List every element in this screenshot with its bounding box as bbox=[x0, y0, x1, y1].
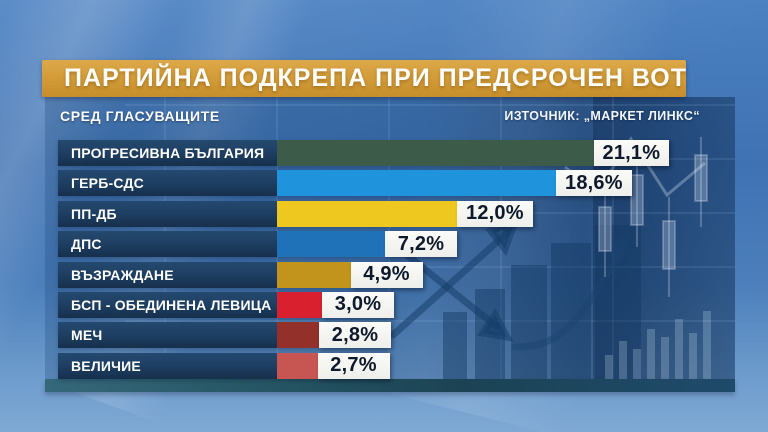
chart-row: ДПС 7,2% bbox=[58, 231, 669, 258]
party-label: ПП-ДБ bbox=[58, 200, 277, 227]
party-bar bbox=[277, 200, 457, 227]
party-value-box: 18,6% bbox=[556, 170, 632, 197]
party-bar bbox=[277, 231, 385, 258]
party-label: ГЕРБ-СДС bbox=[58, 170, 277, 197]
party-label: ВЪЗРАЖДАНЕ bbox=[58, 261, 277, 288]
chart-row: ГЕРБ-СДС 18,6% bbox=[58, 170, 669, 197]
chart-row: МЕЧ 2,8% bbox=[58, 322, 669, 349]
chart-row: ПП-ДБ 12,0% bbox=[58, 200, 669, 227]
party-bar bbox=[277, 170, 556, 197]
bar-rows: ПРОГРЕСИВНА БЪЛГАРИЯ 21,1% ГЕРБ-СДС 18,6… bbox=[58, 140, 670, 379]
party-value-box: 21,1% bbox=[593, 140, 670, 166]
page-title: ПАРТИЙНА ПОДКРЕПА ПРИ ПРЕДСРОЧЕН ВОТ bbox=[64, 64, 688, 92]
source-credit: ИЗТОЧНИК: „МАРКЕТ ЛИНКС“ bbox=[504, 109, 700, 123]
subtitle-row: СРЕД ГЛАСУВАЩИТЕ ИЗТОЧНИК: „МАРКЕТ ЛИНКС… bbox=[60, 106, 700, 126]
party-label: БСП - ОБЕДИНЕНА ЛЕВИЦА bbox=[58, 291, 277, 318]
chart-subtitle: СРЕД ГЛАСУВАЩИТЕ bbox=[60, 108, 220, 124]
party-value-box: 7,2% bbox=[385, 231, 457, 258]
party-label: МЕЧ bbox=[58, 322, 277, 349]
party-bar bbox=[277, 140, 594, 166]
panel-bottom-strip bbox=[45, 379, 735, 392]
chart-row: БСП - ОБЕДИНЕНА ЛЕВИЦА 3,0% bbox=[58, 291, 669, 318]
party-bar bbox=[277, 261, 351, 288]
party-label: ПРОГРЕСИВНА БЪЛГАРИЯ bbox=[58, 140, 277, 166]
party-label: ВЕЛИЧИЕ bbox=[58, 352, 277, 379]
chart-row: ВЕЛИЧИЕ 2,7% bbox=[58, 352, 669, 379]
party-value-box: 2,8% bbox=[319, 322, 391, 349]
chart-row: ПРОГРЕСИВНА БЪЛГАРИЯ 21,1% bbox=[58, 140, 670, 166]
party-label: ДПС bbox=[58, 231, 277, 258]
title-bar: ПАРТИЙНА ПОДКРЕПА ПРИ ПРЕДСРОЧЕН ВОТ bbox=[42, 60, 686, 97]
party-value-box: 12,0% bbox=[457, 200, 533, 227]
party-value-box: 2,7% bbox=[317, 352, 390, 379]
party-value-box: 3,0% bbox=[322, 291, 394, 318]
party-value-box: 4,9% bbox=[350, 261, 423, 288]
chart-row: ВЪЗРАЖДАНЕ 4,9% bbox=[58, 261, 669, 288]
party-bar bbox=[277, 352, 318, 379]
party-bar bbox=[277, 322, 319, 349]
party-bar bbox=[277, 291, 322, 318]
